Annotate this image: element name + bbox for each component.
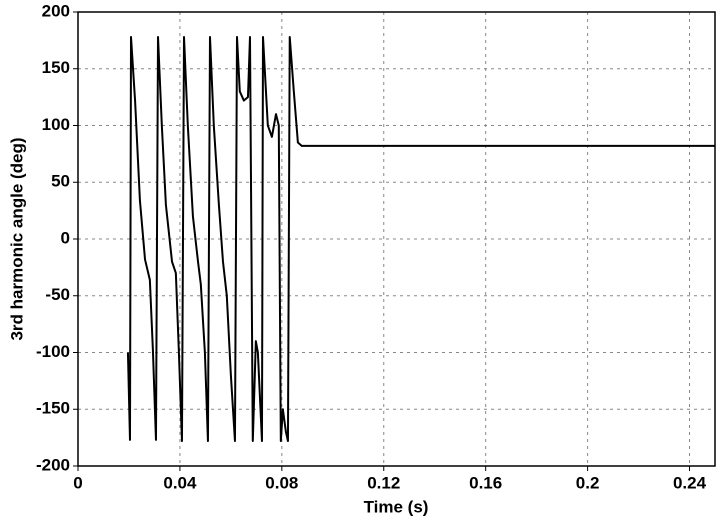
- x-tick-label: 0.08: [265, 473, 298, 492]
- y-axis-label: 3rd harmonic angle (deg): [7, 137, 26, 340]
- y-tick-label: -50: [45, 285, 70, 304]
- y-tick-label: 150: [42, 58, 70, 77]
- y-tick-label: -200: [36, 455, 70, 474]
- x-tick-label: 0.12: [367, 473, 400, 492]
- y-tick-label: 50: [51, 172, 70, 191]
- y-tick-label: 0: [61, 228, 70, 247]
- y-tick-label: -100: [36, 342, 70, 361]
- x-tick-label: 0.24: [673, 473, 707, 492]
- line-series: [126, 35, 715, 443]
- y-tick-label: -150: [36, 399, 70, 418]
- x-tick-label: 0.2: [576, 473, 600, 492]
- x-tick-label: 0.04: [163, 473, 197, 492]
- plot-frame: [77, 11, 716, 467]
- x-axis-label: Time (s): [364, 497, 429, 516]
- y-tick-label: 100: [42, 115, 70, 134]
- x-tick-label: 0.16: [469, 473, 502, 492]
- x-tick-label: 0: [73, 473, 82, 492]
- y-tick-label: 200: [42, 1, 70, 20]
